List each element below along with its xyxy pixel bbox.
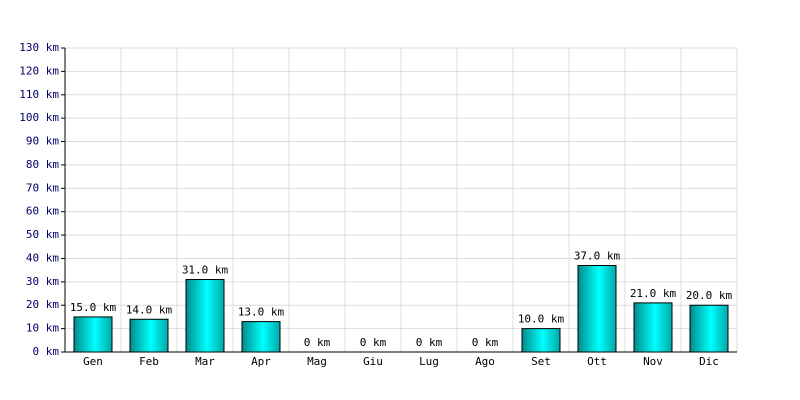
value-label: 14.0 km [126, 303, 173, 316]
value-label: 37.0 km [574, 249, 621, 262]
bar [689, 304, 729, 353]
bar [129, 318, 169, 353]
x-tick-label: Ago [475, 355, 495, 368]
y-tick-label: 0 km [33, 345, 60, 358]
value-label: 31.0 km [182, 264, 229, 277]
bars [73, 264, 729, 353]
value-label: 13.0 km [238, 306, 285, 319]
y-tick-label: 100 km [19, 111, 59, 124]
x-tick-label: Mag [307, 355, 327, 368]
x-tick-label: Mar [195, 355, 215, 368]
y-tick-label: 90 km [26, 135, 59, 148]
y-tick-label: 10 km [26, 322, 59, 335]
y-tick-label: 120 km [19, 64, 59, 77]
bar [73, 316, 113, 353]
y-tick-label: 20 km [26, 298, 59, 311]
x-tick-label: Nov [643, 355, 663, 368]
y-tick-label: 60 km [26, 205, 59, 218]
x-tick-label: Lug [419, 355, 439, 368]
bar [577, 264, 617, 353]
value-label: 0 km [304, 336, 331, 349]
x-tick-label: Gen [83, 355, 103, 368]
grid [61, 47, 738, 353]
y-tick-label: 40 km [26, 251, 59, 264]
y-tick-label: 80 km [26, 158, 59, 171]
x-tick-label: Apr [251, 355, 271, 368]
y-tick-label: 110 km [19, 88, 59, 101]
x-tick-label: Feb [139, 355, 159, 368]
x-tick-label: Dic [699, 355, 719, 368]
bar [241, 321, 281, 353]
value-label: 10.0 km [518, 313, 565, 326]
bar [633, 302, 673, 353]
value-label: 20.0 km [686, 289, 733, 302]
x-tick-label: Giu [363, 355, 383, 368]
x-tick-label: Ott [587, 355, 607, 368]
y-tick-label: 130 km [19, 41, 59, 54]
y-tick-label: 50 km [26, 228, 59, 241]
y-tick-label: 70 km [26, 181, 59, 194]
value-label: 0 km [360, 336, 387, 349]
bar [521, 328, 561, 353]
bar [185, 279, 225, 353]
labels: 0 km 10 km 20 km 30 km 40 km 50 km 60 km 70 km 8… [19, 41, 732, 368]
value-label: 0 km [472, 336, 499, 349]
value-label: 21.0 km [630, 287, 677, 300]
value-label: 15.0 km [70, 301, 117, 314]
x-tick-label: Set [531, 355, 551, 368]
value-label: 0 km [416, 336, 443, 349]
y-tick-label: 30 km [26, 275, 59, 288]
